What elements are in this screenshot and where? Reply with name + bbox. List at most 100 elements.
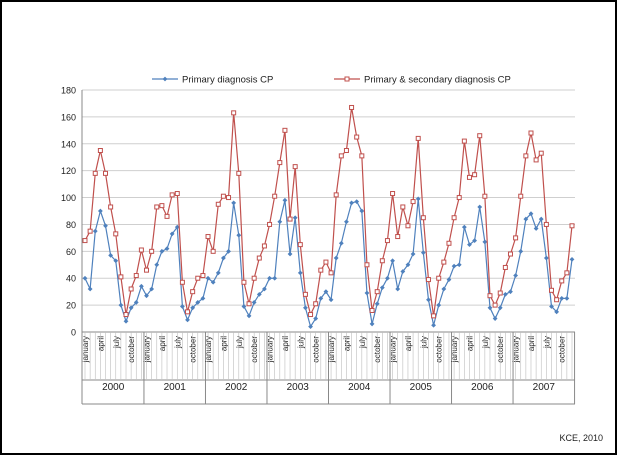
x-tick-label: april	[281, 336, 290, 351]
data-point	[144, 293, 149, 299]
data-point	[338, 153, 344, 159]
data-point	[461, 138, 467, 144]
year-label: 2006	[471, 382, 494, 393]
data-point	[548, 287, 554, 293]
data-point	[492, 316, 498, 321]
data-point	[113, 231, 119, 237]
data-point	[533, 226, 539, 231]
data-point	[282, 197, 288, 203]
data-point	[390, 191, 396, 197]
data-point	[256, 255, 262, 261]
data-point	[179, 279, 185, 285]
data-point	[82, 238, 88, 244]
data-point	[323, 259, 329, 265]
data-point	[123, 318, 129, 324]
data-point	[523, 216, 529, 222]
year-label: 2007	[533, 382, 556, 393]
data-point	[441, 286, 447, 292]
data-point	[133, 300, 139, 305]
data-point	[472, 238, 477, 243]
x-tick-label: april	[465, 336, 474, 351]
data-point	[359, 153, 365, 159]
data-point	[554, 297, 560, 303]
data-point	[159, 248, 165, 254]
data-point	[415, 196, 421, 202]
data-point	[308, 324, 313, 330]
data-point	[441, 259, 447, 265]
data-point	[528, 211, 534, 217]
data-point	[185, 317, 190, 323]
data-point	[533, 157, 539, 163]
data-point	[221, 255, 226, 261]
data-point	[292, 215, 298, 221]
data-point	[482, 193, 488, 199]
data-point	[369, 307, 375, 313]
x-tick-label: january	[143, 336, 152, 363]
data-point	[220, 193, 226, 199]
data-point	[308, 312, 314, 318]
data-point	[559, 295, 565, 301]
data-point	[431, 322, 436, 328]
x-tick-label: january	[204, 336, 213, 363]
x-tick-label: october	[189, 336, 198, 363]
data-point	[200, 273, 206, 279]
data-point	[82, 275, 88, 281]
data-point	[231, 200, 237, 206]
y-tick-label: 180	[61, 86, 76, 96]
data-point	[543, 255, 549, 261]
data-point	[262, 286, 267, 292]
chart-legend: Primary diagnosis CP Primary & secondary …	[152, 75, 511, 86]
x-tick-label: april	[342, 336, 351, 351]
data-point	[128, 286, 134, 292]
data-point	[354, 199, 360, 204]
x-tick-label: october	[435, 336, 444, 363]
data-point	[318, 295, 324, 301]
data-point	[477, 204, 483, 210]
data-point	[482, 239, 488, 245]
x-tick-label: october	[312, 336, 321, 363]
x-tick-label: april	[158, 336, 167, 351]
data-point	[154, 204, 160, 210]
data-point	[549, 304, 554, 309]
data-point	[205, 234, 211, 240]
data-point	[103, 170, 109, 176]
data-point	[492, 302, 498, 308]
x-tick-label: july	[296, 336, 305, 349]
data-point	[272, 193, 278, 199]
data-point	[466, 174, 472, 180]
x-tick-label: january	[512, 336, 521, 363]
data-point	[477, 133, 483, 139]
data-point	[138, 283, 144, 289]
data-point	[487, 293, 493, 299]
data-point	[323, 289, 329, 295]
data-point	[318, 267, 324, 273]
year-label: 2002	[225, 382, 248, 393]
data-point	[267, 221, 273, 227]
data-point	[395, 286, 401, 292]
data-point	[128, 305, 134, 311]
data-point	[564, 295, 570, 301]
data-point	[149, 248, 155, 254]
data-point	[426, 297, 431, 303]
data-point	[97, 208, 103, 214]
data-point	[379, 258, 385, 264]
data-point	[508, 289, 513, 295]
data-point	[523, 153, 529, 159]
data-point	[246, 313, 252, 319]
data-point	[497, 305, 503, 311]
y-tick-label: 140	[61, 139, 76, 149]
data-point	[297, 270, 303, 276]
year-label: 2001	[164, 382, 187, 393]
data-point	[344, 219, 349, 225]
data-point	[395, 234, 401, 240]
data-point	[159, 203, 165, 209]
data-point	[282, 127, 288, 133]
year-label: 2003	[287, 382, 310, 393]
data-point	[384, 238, 390, 244]
data-point	[564, 270, 570, 276]
data-point	[108, 252, 114, 258]
data-point	[87, 228, 93, 234]
data-point	[436, 302, 442, 308]
data-point	[538, 150, 544, 156]
data-point	[354, 134, 360, 140]
